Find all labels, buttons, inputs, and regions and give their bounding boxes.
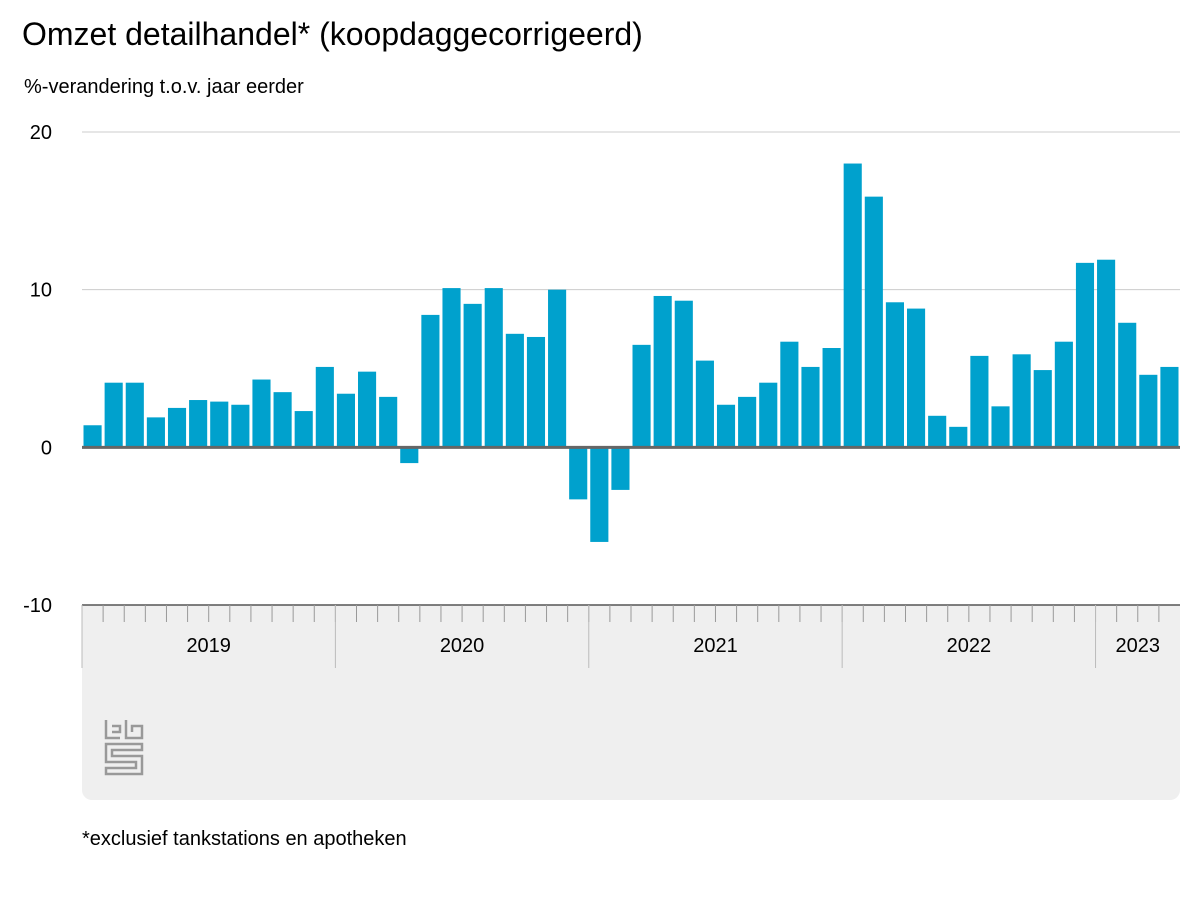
bar xyxy=(379,396,398,448)
bar xyxy=(569,447,588,500)
bar xyxy=(632,344,651,448)
year-label: 2023 xyxy=(1116,635,1161,657)
bar xyxy=(1118,322,1137,448)
bar xyxy=(336,393,355,448)
bar xyxy=(1054,341,1073,448)
bar xyxy=(822,348,841,448)
bar xyxy=(1160,366,1179,448)
bar xyxy=(83,425,102,448)
bar xyxy=(273,392,292,448)
bar xyxy=(104,382,123,448)
bar xyxy=(146,417,165,448)
bar xyxy=(315,366,334,448)
chart-title: Omzet detailhandel* (koopdaggecorrigeerd… xyxy=(22,16,643,52)
y-tick-label: 0 xyxy=(41,437,52,459)
bar xyxy=(189,400,208,448)
bar xyxy=(526,336,546,448)
bar xyxy=(358,371,377,448)
y-axis-label: %-verandering t.o.v. jaar eerder xyxy=(24,76,304,98)
year-label: 2020 xyxy=(440,635,485,657)
x-axis-panel xyxy=(82,605,1180,800)
bar xyxy=(695,360,714,448)
bar xyxy=(991,406,1010,448)
bar xyxy=(1097,259,1116,448)
bar xyxy=(970,355,989,448)
y-tick-label: -10 xyxy=(23,595,52,617)
bar xyxy=(1012,354,1031,448)
bar xyxy=(231,404,250,448)
bar xyxy=(590,447,609,542)
bar xyxy=(843,163,862,448)
bar xyxy=(463,303,482,448)
bar xyxy=(421,314,440,448)
bar xyxy=(716,404,736,448)
y-tick-label: 20 xyxy=(30,122,52,144)
y-tick-label: 10 xyxy=(30,280,52,302)
bar xyxy=(548,289,567,448)
bar xyxy=(125,382,144,448)
bar xyxy=(864,196,883,448)
bar xyxy=(949,426,968,448)
bar xyxy=(759,382,778,448)
bar xyxy=(252,379,271,448)
bar xyxy=(442,288,461,448)
year-label: 2021 xyxy=(693,635,738,657)
bar xyxy=(505,333,524,448)
footnote: *exclusief tankstations en apotheken xyxy=(82,828,407,850)
year-label: 2022 xyxy=(947,635,992,657)
cbs-logo xyxy=(104,720,144,776)
bar xyxy=(1033,370,1052,448)
bar xyxy=(611,447,630,490)
bar xyxy=(738,396,757,448)
year-label: 2019 xyxy=(186,635,231,657)
bar xyxy=(484,288,503,448)
bar xyxy=(801,366,820,448)
bar xyxy=(1075,262,1095,448)
bar xyxy=(167,407,187,448)
bar xyxy=(1139,374,1158,448)
bar xyxy=(400,447,419,464)
bar xyxy=(907,308,926,448)
bar xyxy=(210,401,229,448)
bar xyxy=(674,300,693,448)
bar xyxy=(885,302,904,448)
bar xyxy=(653,295,672,448)
bar xyxy=(780,341,799,448)
bar xyxy=(294,411,313,448)
bar xyxy=(928,415,947,448)
